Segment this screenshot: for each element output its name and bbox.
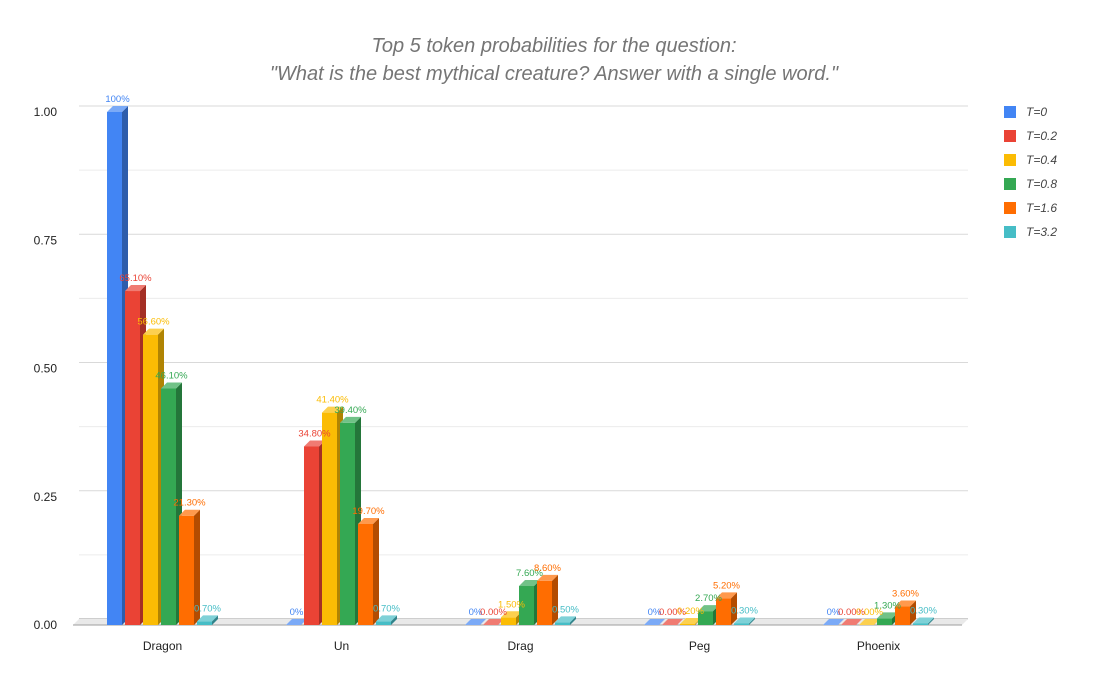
data-label: 0.00% — [856, 607, 883, 618]
bar-phoenix-T02 — [841, 619, 862, 626]
legend-item: T=0.8 — [1004, 177, 1057, 191]
y-axis: 0.00 0.25 0.50 0.75 1.00 — [34, 105, 58, 632]
data-label: 65.10% — [119, 273, 152, 284]
x-tick-label: Peg — [689, 639, 710, 653]
data-label: 0.00% — [838, 607, 865, 618]
bar-un-T02 — [304, 440, 325, 625]
legend-item: T=0.4 — [1004, 153, 1057, 167]
data-label: 8.60% — [534, 563, 561, 574]
bar-phoenix-T04 — [859, 619, 880, 626]
data-label: 39.40% — [334, 405, 367, 416]
x-tick-label: Phoenix — [857, 639, 900, 653]
legend-item: T=0 — [1004, 105, 1047, 119]
legend-swatch — [1004, 202, 1016, 214]
bar-phoenix-T16 — [895, 600, 916, 625]
x-axis: Dragon Un Drag Peg Phoenix — [143, 639, 900, 653]
bar-peg-T32 — [734, 617, 755, 625]
data-label: 0% — [648, 607, 662, 618]
bars — [107, 106, 934, 626]
data-label: 0% — [827, 607, 841, 618]
legend-swatch — [1004, 130, 1016, 142]
data-label: 56.60% — [137, 317, 170, 328]
legend-label: T=0.2 — [1026, 129, 1057, 143]
bar-un-T32 — [376, 615, 397, 625]
gridlines — [79, 105, 968, 620]
bar-peg-T02 — [662, 619, 683, 626]
data-label: 0.00% — [480, 607, 507, 618]
legend-label: T=0.4 — [1026, 153, 1057, 167]
legend-item: T=0.2 — [1004, 129, 1057, 143]
bar-peg-T16 — [716, 592, 737, 625]
chart-title-line-2: "What is the best mythical creature? Ans… — [270, 63, 839, 85]
legend-label: T=1.6 — [1026, 201, 1057, 215]
data-label: 100% — [105, 94, 130, 105]
x-tick-label: Drag — [507, 639, 533, 653]
data-label: 21.30% — [173, 498, 206, 509]
legend-item: T=1.6 — [1004, 201, 1057, 215]
data-label: 2.70% — [695, 593, 722, 604]
bar-un-T16 — [358, 517, 379, 625]
x-tick-label: Un — [334, 639, 349, 653]
y-tick-label: 0.25 — [34, 490, 58, 504]
data-label: 0% — [290, 607, 304, 618]
bar-drag-T02 — [483, 619, 504, 626]
y-tick-label: 0.00 — [34, 618, 58, 632]
data-label: 0.30% — [731, 605, 758, 616]
legend-item: T=3.2 — [1004, 225, 1057, 239]
data-label: 0.20% — [677, 606, 704, 617]
chart-title-line-1: Top 5 token probabilities for the questi… — [371, 35, 736, 57]
data-label: 19.70% — [352, 506, 385, 517]
legend-label: T=0.8 — [1026, 177, 1057, 191]
data-label: 0% — [469, 607, 483, 618]
data-label: 3.60% — [892, 589, 919, 600]
data-label: 5.20% — [713, 580, 740, 591]
bar-drag-T32 — [555, 616, 576, 625]
data-label: 0.70% — [194, 603, 221, 614]
data-label: 34.80% — [298, 428, 331, 439]
legend-swatch — [1004, 106, 1016, 118]
data-label: 0.30% — [910, 605, 937, 616]
data-label: 1.30% — [874, 600, 901, 611]
legend-swatch — [1004, 226, 1016, 238]
legend-swatch — [1004, 178, 1016, 190]
legend-label: T=0 — [1026, 105, 1047, 119]
data-labels: 100% 65.10% 56.60% 46.10% 21.30% 0.70% 0% 34.80… — [105, 94, 937, 618]
data-label: 7.60% — [516, 568, 543, 579]
bar-peg-T0 — [644, 619, 665, 626]
legend-swatch — [1004, 154, 1016, 166]
bar-un-T08 — [340, 416, 361, 625]
y-tick-label: 0.75 — [34, 233, 58, 247]
bar-dragon-T0 — [107, 106, 128, 625]
data-label: 1.50% — [498, 599, 525, 610]
data-label: 41.40% — [316, 395, 349, 406]
bar-dragon-T02 — [125, 285, 146, 625]
bar-un-T0 — [286, 619, 307, 626]
data-label: 0.00% — [659, 607, 686, 618]
legend-label: T=3.2 — [1026, 225, 1057, 239]
legend: T=0 T=0.2 T=0.4 T=0.8 T=1.6 T=3.2 — [1004, 105, 1057, 239]
bar-drag-T16 — [537, 574, 558, 625]
y-tick-label: 0.50 — [34, 362, 58, 376]
bar-dragon-T16 — [179, 509, 200, 625]
data-label: 0.50% — [552, 604, 579, 615]
bar-dragon-T32 — [197, 615, 218, 625]
data-label: 46.10% — [155, 371, 188, 382]
x-tick-label: Dragon — [143, 639, 182, 653]
bar-phoenix-T0 — [823, 619, 844, 626]
bar-phoenix-T32 — [913, 617, 934, 625]
y-tick-label: 1.00 — [34, 105, 58, 119]
bar-drag-T0 — [465, 619, 486, 626]
data-label: 0.70% — [373, 603, 400, 614]
